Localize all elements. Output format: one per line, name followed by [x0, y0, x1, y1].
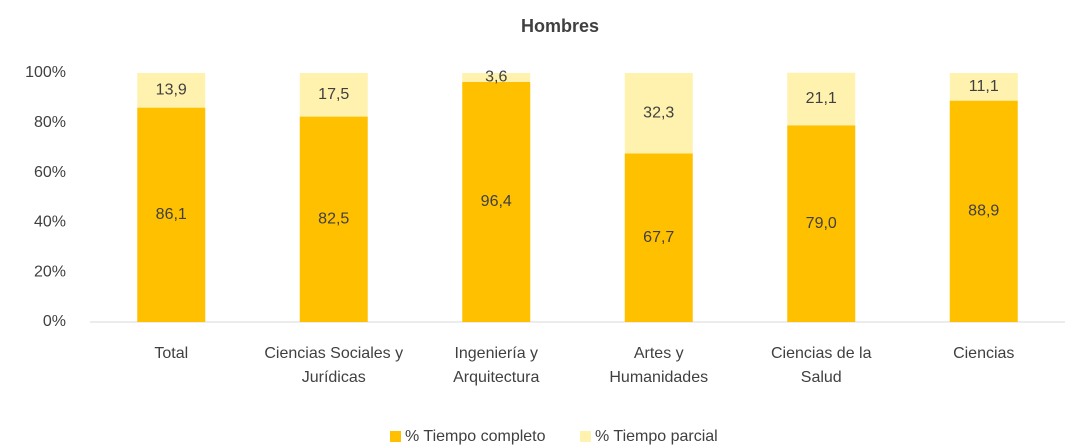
bar-segment — [624, 153, 693, 322]
y-tick-label: 80% — [34, 114, 66, 131]
bar-segment — [787, 72, 856, 126]
bar-segment — [624, 73, 693, 154]
x-tick-label: Ciencias de la Salud — [771, 345, 872, 386]
data-label: 13,9 — [156, 82, 187, 99]
data-label: 82,5 — [318, 211, 349, 228]
legend-label: % Tiempo completo — [405, 428, 546, 445]
data-label: 17,5 — [318, 86, 349, 103]
legend-swatch — [390, 431, 401, 442]
legend-label: % Tiempo parcial — [595, 428, 718, 445]
data-label: 88,9 — [968, 203, 999, 220]
y-tick-label: 20% — [34, 263, 66, 280]
data-label: 32,3 — [643, 104, 674, 121]
bar-segment — [137, 107, 206, 323]
x-tick-label: Artes y Humanidades — [609, 345, 709, 386]
y-tick-label: 60% — [34, 164, 66, 181]
data-label: 21,1 — [806, 90, 837, 107]
bar-segment — [949, 73, 1018, 101]
legend-swatch — [580, 431, 591, 442]
y-tick-label: 40% — [34, 214, 66, 231]
x-tick-label: Ciencias — [953, 345, 1015, 362]
data-label: 96,4 — [481, 193, 512, 210]
data-label: 67,7 — [643, 229, 674, 246]
bar-segment — [787, 125, 856, 322]
x-tick-label: Ingeniería y Arquitectura — [453, 345, 540, 386]
data-label: 3,6 — [485, 69, 507, 86]
bar-segment — [299, 116, 368, 322]
x-tick-label: Ciencias Sociales y Jurídicas — [264, 345, 404, 386]
chart-title: Hombres — [521, 16, 599, 36]
x-tick-label: Total — [154, 345, 189, 362]
bar-segment — [462, 73, 531, 82]
y-tick-label: 0% — [43, 313, 66, 330]
bar-segment — [137, 73, 206, 108]
bar-segment — [949, 100, 1018, 322]
data-label: 86,1 — [156, 206, 187, 223]
y-tick-label: 100% — [25, 64, 66, 81]
data-label: 11,1 — [969, 78, 999, 95]
bar-segment — [299, 73, 368, 117]
bar-segment — [462, 81, 531, 323]
data-label: 79,0 — [806, 215, 837, 232]
